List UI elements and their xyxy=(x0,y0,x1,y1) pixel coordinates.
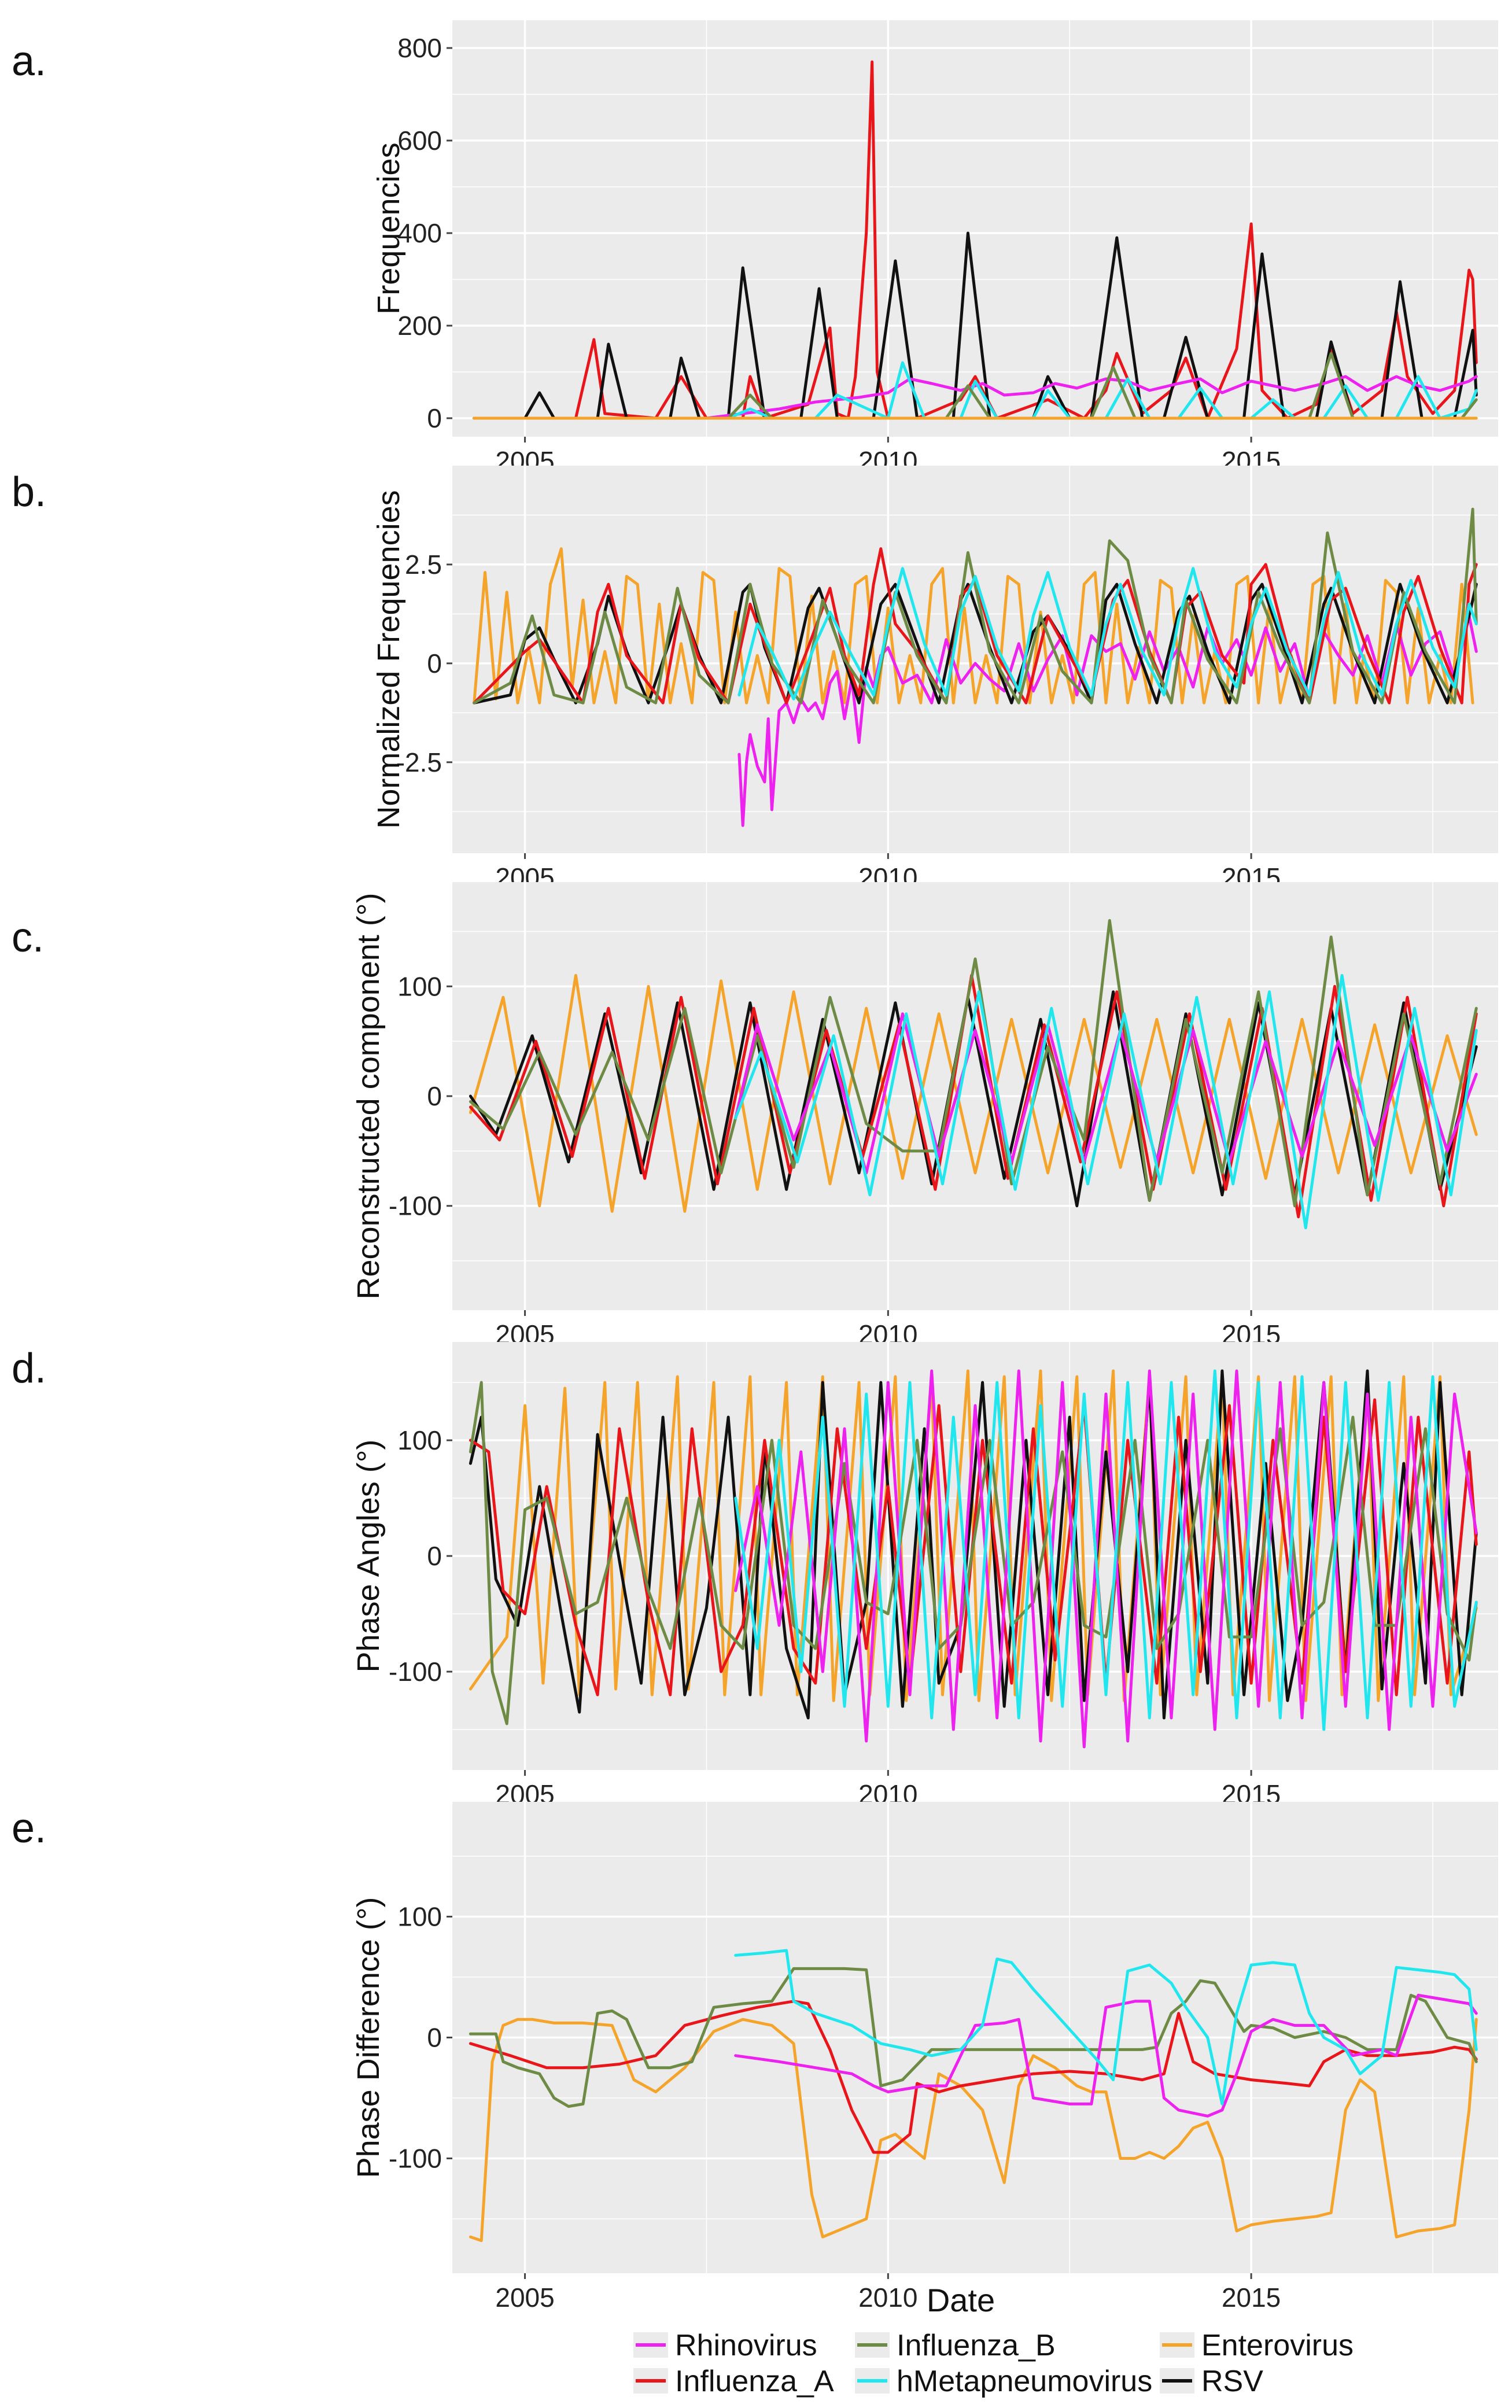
panel-e: e. 2005 2010 2015 -100 0 100 Phase Difference (… xyxy=(12,1802,1498,2313)
series-line-influenza_b xyxy=(473,507,1478,705)
legend-label: hMetapneumovirus xyxy=(897,2365,1152,2398)
y-axis-title: Normalized Frequencies xyxy=(371,490,406,828)
y-tick-label: 0 xyxy=(427,1081,442,1111)
series-line-rsv xyxy=(473,582,1478,705)
y-tick-label: -100 xyxy=(389,1191,442,1221)
y-tick-label: 600 xyxy=(397,126,442,156)
y-tick-label: 800 xyxy=(397,33,442,63)
legend-item-influenza_b: Influenza_B xyxy=(855,2329,1056,2362)
y-axis-title: Phase Difference (°) xyxy=(351,1897,386,2178)
series-line-rsv xyxy=(469,1369,1478,1720)
y-tick-label: -100 xyxy=(389,2143,442,2173)
y-axis-title: Phase Angles (°) xyxy=(351,1440,386,1673)
series-line-influenza_a xyxy=(473,547,1478,705)
series-line-hmetapneumovirus xyxy=(734,973,1478,1230)
series-line-enterovirus xyxy=(469,2018,1478,2243)
y-tick-label: 0 xyxy=(427,2023,442,2053)
legend-item-rsv: RSV xyxy=(1160,2365,1263,2398)
series-line-rhinovirus xyxy=(734,1993,1478,2118)
series-line-hmetapneumovirus xyxy=(734,1369,1478,1731)
panel-letter: d. xyxy=(12,1345,46,1392)
series-line-influenza_a xyxy=(469,2000,1478,2154)
x-tick-label: 2005 xyxy=(495,2282,554,2313)
series-line-hmetapneumovirus xyxy=(737,567,1478,700)
y-tick-label: 0 xyxy=(427,648,442,678)
series-line-enterovirus xyxy=(469,1369,1478,1702)
panel-letter: a. xyxy=(12,38,46,84)
y-tick-label: 100 xyxy=(397,1902,442,1932)
y-tick-label: -100 xyxy=(389,1657,442,1687)
plot-background xyxy=(452,20,1498,437)
y-axis-title: Reconstructed component (°) xyxy=(351,893,386,1300)
legend-label: RSV xyxy=(1201,2365,1263,2398)
plot-background xyxy=(452,466,1498,853)
panel-letter: b. xyxy=(12,469,46,515)
legend-item-influenza_a: Influenza_A xyxy=(633,2365,834,2398)
legend-label: Influenza_A xyxy=(675,2365,834,2398)
legend-item-hmetapneumovirus: hMetapneumovirus xyxy=(855,2365,1152,2398)
series-line-hmetapneumovirus xyxy=(734,1949,1478,2105)
y-tick-label: 0 xyxy=(427,1541,442,1571)
x-tick-label: 2010 xyxy=(858,2282,917,2313)
series-line-influenza_b xyxy=(469,919,1478,1208)
series-line-hmetapneumovirus xyxy=(473,361,1478,420)
x-axis-title: Date xyxy=(927,2282,995,2318)
panels-layer: a. 2005 2010 2015 0 200 400 600 800 Frequencies b.… xyxy=(12,20,1498,2313)
series-line-enterovirus xyxy=(473,547,1474,705)
y-tick-label: 2.5 xyxy=(405,550,442,580)
y-tick-label: 200 xyxy=(397,311,442,341)
panel-letter: c. xyxy=(12,914,44,961)
x-tick-label: 2015 xyxy=(1222,2282,1281,2313)
panel-letter: e. xyxy=(12,1805,46,1852)
legend-item-enterovirus: Enterovirus xyxy=(1160,2329,1354,2362)
legend-label: Enterovirus xyxy=(1201,2329,1354,2362)
y-tick-label: 0 xyxy=(427,403,442,433)
legend-label: Influenza_B xyxy=(897,2329,1056,2362)
y-tick-label: 400 xyxy=(397,218,442,248)
legend-label: Rhinovirus xyxy=(675,2329,817,2362)
series-line-rhinovirus xyxy=(734,1369,1478,1749)
y-tick-label: -2.5 xyxy=(396,747,442,777)
y-tick-label: 100 xyxy=(397,971,442,1001)
y-tick-label: 100 xyxy=(397,1425,442,1455)
legend-item-rhinovirus: Rhinovirus xyxy=(633,2329,817,2362)
series-line-rhinovirus xyxy=(734,1012,1478,1175)
series-line-rhinovirus xyxy=(737,614,1478,827)
y-axis-title: Frequencies xyxy=(371,142,406,314)
